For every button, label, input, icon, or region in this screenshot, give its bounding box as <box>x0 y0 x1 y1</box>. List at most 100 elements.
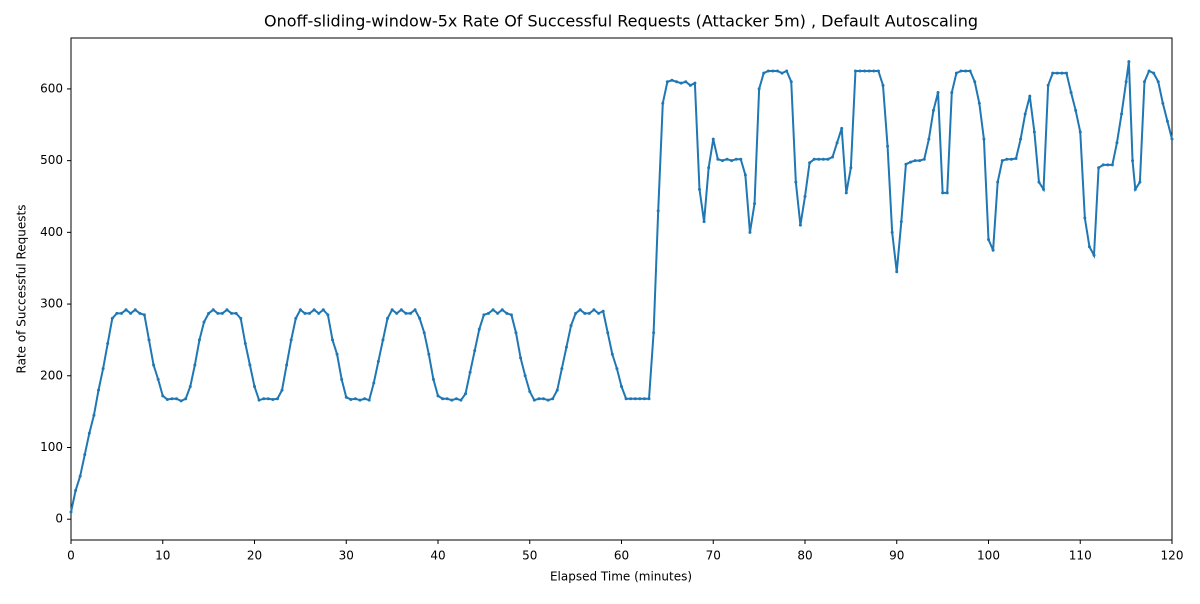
data-point <box>1127 60 1131 64</box>
data-point <box>1023 112 1027 116</box>
data-point <box>1147 69 1151 73</box>
data-point <box>248 363 252 367</box>
data-point <box>1014 156 1018 160</box>
y-tick-label: 300 <box>40 297 63 311</box>
data-point <box>840 126 844 130</box>
data-point <box>913 159 917 163</box>
data-point <box>152 363 156 367</box>
x-tick-label: 10 <box>155 549 170 563</box>
data-point <box>491 308 495 312</box>
data-point <box>450 398 454 402</box>
data-point <box>1138 180 1142 184</box>
data-point <box>1120 112 1124 116</box>
data-point <box>872 69 876 73</box>
data-point <box>390 308 394 312</box>
data-point <box>629 397 633 401</box>
data-point <box>1051 71 1055 75</box>
data-point <box>253 385 256 389</box>
data-point <box>106 342 110 346</box>
data-point <box>679 81 683 85</box>
data-point <box>720 159 724 163</box>
data-point <box>996 180 1000 184</box>
data-point <box>330 338 334 342</box>
data-point <box>716 157 720 161</box>
data-point <box>1074 108 1078 112</box>
x-tick-label: 80 <box>797 549 812 563</box>
data-point <box>592 308 596 312</box>
data-point <box>597 311 601 315</box>
data-point <box>569 324 573 328</box>
plot-frame <box>70 37 1173 541</box>
data-point <box>670 78 674 82</box>
data-point <box>899 220 903 224</box>
data-point <box>358 398 362 402</box>
data-point <box>363 397 367 401</box>
data-point <box>271 397 275 401</box>
data-point <box>766 69 770 73</box>
data-point <box>753 202 757 206</box>
data-point <box>798 223 802 227</box>
data-point <box>1032 130 1036 134</box>
data-point <box>101 367 105 371</box>
data-point <box>395 311 399 315</box>
x-tick-label: 50 <box>522 549 537 563</box>
data-point <box>647 397 651 401</box>
data-point <box>633 397 637 401</box>
data-point <box>1152 71 1156 75</box>
data-point <box>546 398 550 402</box>
data-point <box>486 311 490 315</box>
data-point <box>1101 163 1105 167</box>
data-point <box>1046 83 1050 87</box>
data-point <box>87 431 91 435</box>
data-point <box>138 311 142 315</box>
data-point <box>711 137 715 141</box>
data-point <box>482 313 486 317</box>
data-point <box>156 377 160 381</box>
data-point <box>1078 130 1082 134</box>
y-tick-label: 100 <box>40 440 63 454</box>
data-point <box>881 83 885 87</box>
data-point <box>748 230 752 234</box>
x-tick-label: 60 <box>614 549 629 563</box>
data-point <box>835 141 839 145</box>
data-point <box>1064 71 1068 75</box>
data-point <box>418 316 422 320</box>
data-point <box>133 308 137 312</box>
x-tick-label: 110 <box>1069 549 1092 563</box>
data-point <box>376 359 380 363</box>
data-point <box>954 71 958 75</box>
data-point <box>234 311 238 315</box>
y-tick-label: 500 <box>40 153 63 167</box>
data-point <box>129 311 133 315</box>
data-point <box>528 390 532 394</box>
data-point <box>610 352 614 356</box>
data-point <box>1083 216 1087 220</box>
data-point <box>142 313 146 317</box>
data-point <box>542 397 546 401</box>
data-point <box>344 395 348 399</box>
data-point <box>982 137 986 141</box>
data-point <box>372 381 376 385</box>
x-tick-label: 70 <box>706 549 721 563</box>
data-point <box>496 311 500 315</box>
x-tick-label: 20 <box>247 549 262 563</box>
data-point <box>785 69 789 73</box>
data-point <box>197 338 201 342</box>
data-point <box>211 308 215 312</box>
data-point <box>1110 163 1114 167</box>
data-point <box>92 413 96 417</box>
data-point <box>381 338 385 342</box>
data-point <box>193 363 197 367</box>
data-point <box>789 80 793 84</box>
data-point <box>289 338 293 342</box>
x-tick-label: 30 <box>339 549 354 563</box>
data-point <box>762 71 766 75</box>
data-point <box>725 157 729 161</box>
data-point <box>69 510 73 514</box>
data-point <box>973 80 977 84</box>
data-point <box>895 270 899 274</box>
data-point <box>321 308 325 312</box>
data-point <box>945 191 949 195</box>
data-point <box>220 311 224 315</box>
